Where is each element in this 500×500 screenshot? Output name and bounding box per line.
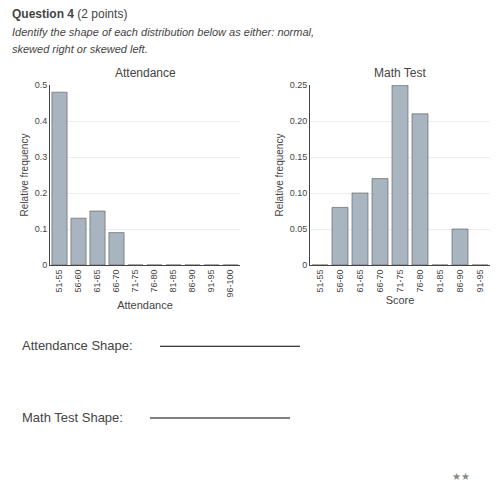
svg-text:0.25: 0.25	[290, 80, 308, 90]
svg-text:76-80: 76-80	[149, 270, 159, 293]
svg-text:0.5: 0.5	[35, 80, 48, 90]
svg-text:Score: Score	[386, 294, 415, 306]
svg-text:Identify the shape of each dis: Identify the shape of each distribution …	[12, 26, 314, 38]
svg-text:Attendance: Attendance	[115, 66, 176, 80]
svg-text:Question 4 (2 points): Question 4 (2 points)	[12, 7, 127, 21]
svg-text:71-75: 71-75	[130, 270, 140, 293]
svg-text:0.3: 0.3	[35, 152, 48, 162]
svg-text:0.05: 0.05	[290, 224, 308, 234]
svg-text:61-65: 61-65	[92, 270, 102, 293]
svg-text:51-55: 51-55	[315, 270, 325, 293]
svg-text:56-60: 56-60	[73, 270, 83, 293]
svg-text:81-85: 81-85	[168, 270, 178, 293]
svg-text:66-70: 66-70	[375, 270, 385, 293]
svg-text:0.10: 0.10	[290, 188, 308, 198]
svg-text:Attendance Shape:: Attendance Shape:	[22, 338, 133, 353]
svg-text:0.20: 0.20	[290, 116, 308, 126]
svg-text:76-80: 76-80	[415, 270, 425, 293]
svg-text:91-95: 91-95	[206, 270, 216, 293]
svg-text:61-65: 61-65	[355, 270, 365, 293]
svg-text:0.1: 0.1	[35, 224, 48, 234]
svg-text:0.15: 0.15	[290, 152, 308, 162]
svg-text:★★: ★★	[452, 471, 470, 482]
svg-text:Relative frequency: Relative frequency	[19, 134, 30, 217]
svg-text:skewed right or skewed left.: skewed right or skewed left.	[12, 43, 148, 55]
svg-text:0: 0	[302, 260, 307, 270]
svg-text:0.4: 0.4	[35, 116, 48, 126]
svg-text:91-95: 91-95	[475, 270, 485, 293]
svg-text:Math Test Shape:: Math Test Shape:	[22, 410, 123, 425]
svg-text:51-55: 51-55	[54, 270, 64, 293]
svg-text:0: 0	[42, 260, 47, 270]
svg-text:96-100: 96-100	[225, 270, 235, 298]
svg-text:0.2: 0.2	[35, 188, 48, 198]
svg-text:56-60: 56-60	[335, 270, 345, 293]
svg-text:86-90: 86-90	[187, 270, 197, 293]
svg-text:66-70: 66-70	[111, 270, 121, 293]
svg-text:Relative frequency: Relative frequency	[274, 134, 285, 217]
svg-text:71-75: 71-75	[395, 270, 405, 293]
svg-text:86-90: 86-90	[455, 270, 465, 293]
svg-text:81-85: 81-85	[435, 270, 445, 293]
svg-text:Attendance: Attendance	[117, 299, 173, 311]
svg-text:Math Test: Math Test	[374, 66, 426, 80]
